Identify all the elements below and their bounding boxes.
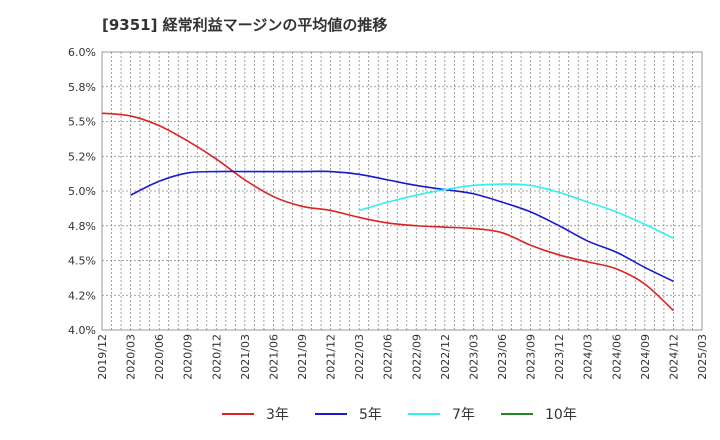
x-tick-label: 2023/06 bbox=[496, 334, 509, 380]
x-tick-label: 2025/03 bbox=[696, 334, 709, 380]
legend: 3年 5年 7年 10年 bbox=[222, 407, 577, 423]
x-tick-label: 2019/12 bbox=[96, 334, 109, 380]
x-tick-label: 2023/03 bbox=[467, 334, 480, 380]
y-tick-label: 5.0% bbox=[68, 185, 96, 198]
x-tick-label: 2024/12 bbox=[667, 334, 680, 380]
x-tick-label: 2021/03 bbox=[239, 334, 252, 380]
x-tick-label: 2023/12 bbox=[553, 334, 566, 380]
series-line-7年 bbox=[358, 183, 674, 239]
y-axis: 6.0% 5.8% 5.5% 5.2% 5.0% 4.8% 4.5% 4.2% 4.0% bbox=[68, 46, 96, 337]
y-tick-label: 4.5% bbox=[68, 255, 96, 268]
x-tick-label: 2020/12 bbox=[210, 334, 223, 380]
y-tick-label: 6.0% bbox=[68, 46, 96, 59]
legend-label: 10年 bbox=[545, 407, 577, 423]
series-line-3年 bbox=[101, 112, 674, 312]
x-tick-label: 2024/06 bbox=[610, 334, 623, 380]
x-tick-label: 2021/12 bbox=[325, 334, 338, 380]
series-lines bbox=[101, 112, 674, 312]
x-tick-label: 2022/09 bbox=[410, 334, 423, 380]
x-tick-label: 2024/09 bbox=[639, 334, 652, 380]
y-tick-label: 4.8% bbox=[68, 220, 96, 233]
legend-label: 7年 bbox=[452, 407, 475, 423]
x-tick-label: 2023/09 bbox=[525, 334, 538, 380]
series-line-5年 bbox=[130, 170, 674, 283]
x-tick-label: 2022/03 bbox=[353, 334, 366, 380]
x-tick-label: 2021/06 bbox=[267, 334, 280, 380]
y-tick-label: 5.5% bbox=[68, 116, 96, 129]
y-tick-label: 5.2% bbox=[68, 150, 96, 163]
x-axis: 2019/12 2020/03 2020/06 2020/09 2020/12 2021/… bbox=[96, 334, 709, 380]
x-tick-label: 2022/06 bbox=[382, 334, 395, 380]
chart-title: [9351] 経常利益マージンの平均値の推移 bbox=[102, 16, 388, 34]
x-tick-label: 2020/03 bbox=[125, 334, 138, 380]
y-tick-label: 4.0% bbox=[68, 324, 96, 337]
x-tick-label: 2021/09 bbox=[296, 334, 309, 380]
x-tick-label: 2022/12 bbox=[439, 334, 452, 380]
x-tick-label: 2024/03 bbox=[582, 334, 595, 380]
y-tick-label: 4.2% bbox=[68, 289, 96, 302]
legend-label: 3年 bbox=[266, 407, 289, 423]
x-tick-label: 2020/09 bbox=[182, 334, 195, 380]
legend-label: 5年 bbox=[359, 407, 382, 423]
grid bbox=[102, 52, 702, 330]
y-tick-label: 5.8% bbox=[68, 81, 96, 94]
x-tick-label: 2020/06 bbox=[153, 334, 166, 380]
